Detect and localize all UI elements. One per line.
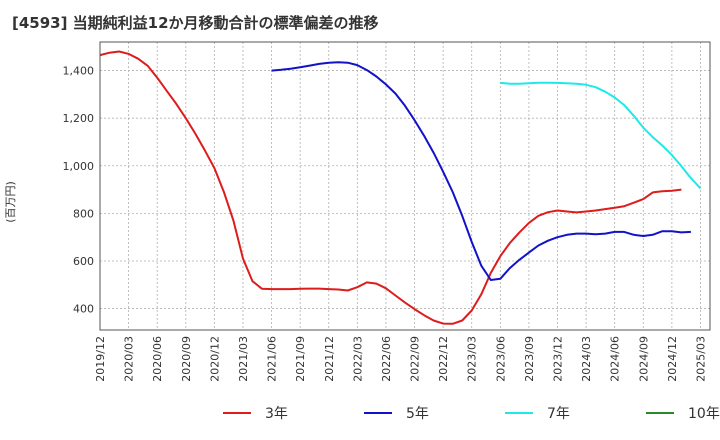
series-line-7年 <box>500 81 702 190</box>
series-line-3年 <box>99 50 682 325</box>
x-tick-label: 2021/12 <box>323 336 336 382</box>
y-tick-label: 400 <box>73 303 94 316</box>
legend-label: 10年 <box>688 406 720 422</box>
legend-label: 7年 <box>547 406 570 422</box>
x-tick-label: 2023/06 <box>494 336 507 382</box>
x-tick-label: 2024/03 <box>580 336 593 382</box>
x-tick-label: 2020/03 <box>123 336 136 382</box>
x-tick-label: 2024/12 <box>666 336 679 382</box>
x-tick-label: 2020/09 <box>180 336 193 382</box>
x-tick-label: 2022/09 <box>409 336 422 382</box>
x-tick-label: 2025/03 <box>694 336 707 382</box>
x-tick-label: 2024/06 <box>609 336 622 382</box>
y-tick-label: 800 <box>73 207 94 220</box>
x-tick-label: 2022/12 <box>437 336 450 382</box>
chart-title: [4593] 当期純利益12か月移動合計の標準偏差の推移 <box>12 14 379 32</box>
plot-frame <box>99 41 711 331</box>
legend-item[interactable]: 10年 <box>646 406 720 422</box>
x-tick-label: 2023/12 <box>552 336 565 382</box>
x-tick-label: 2021/03 <box>237 336 250 382</box>
x-tick-label: 2020/06 <box>151 336 164 382</box>
y-tick-label: 1,000 <box>63 160 95 173</box>
legend-item[interactable]: 5年 <box>364 406 429 422</box>
y-tick-label: 600 <box>73 255 94 268</box>
x-tick-label: 2022/06 <box>380 336 393 382</box>
legend-item[interactable]: 7年 <box>505 406 570 422</box>
x-tick-label: 2021/09 <box>294 336 307 382</box>
x-tick-label: 2023/09 <box>523 336 536 382</box>
x-tick-label: 2024/09 <box>637 336 650 382</box>
x-tick-label: 2023/03 <box>466 336 479 382</box>
x-tick-label: 2021/06 <box>266 336 279 382</box>
legend-label: 5年 <box>406 406 429 422</box>
legend-label: 3年 <box>265 406 288 422</box>
y-tick-label: 1,400 <box>63 65 95 78</box>
x-tick-label: 2022/03 <box>351 336 364 382</box>
x-tick-label: 2019/12 <box>94 336 107 382</box>
y-tick-label: 1,200 <box>63 112 95 125</box>
y-axis-label: (百万円) <box>4 181 17 223</box>
x-tick-label: 2020/12 <box>208 336 221 382</box>
legend-item[interactable]: 3年 <box>223 406 288 422</box>
series-line-5年 <box>271 61 691 281</box>
